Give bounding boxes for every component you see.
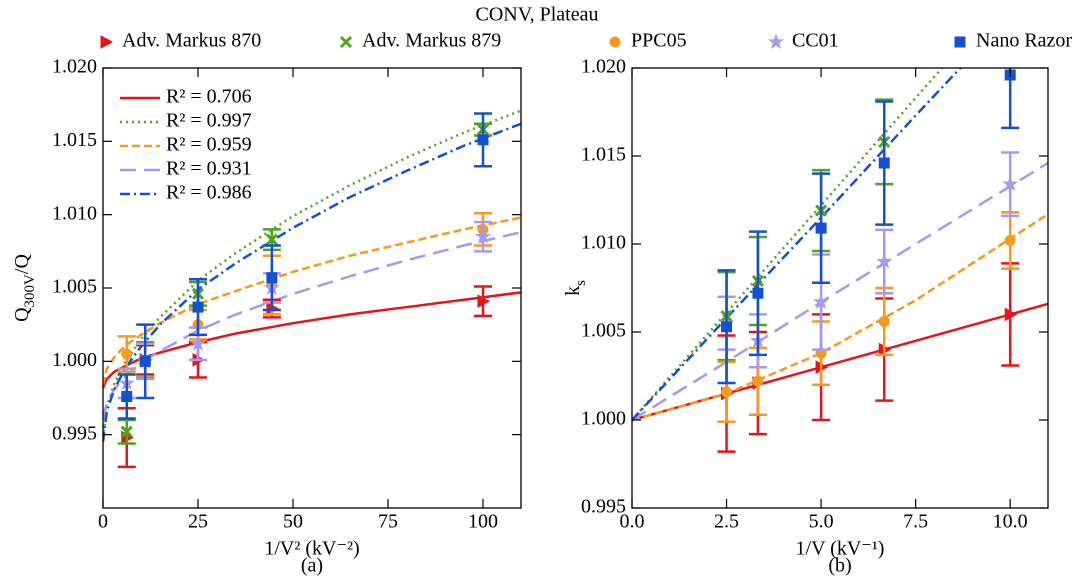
marker [721,321,733,333]
panel-label: (b) [828,555,851,577]
marker [815,222,827,234]
marker [752,287,764,299]
x-tick-label: 100 [468,511,498,533]
legend-label: PPC05 [631,30,687,52]
marker [752,375,764,387]
x-tick-label: 5.0 [809,511,834,533]
legend-label: R² = 0.706 [166,86,252,108]
legend-label: Adv. Markus 870 [122,30,261,52]
legend-label: R² = 0.986 [166,182,252,204]
marker [1005,1,1015,11]
marker [121,348,133,360]
legend-marker [609,36,621,48]
marker [878,157,890,169]
marker [192,301,204,313]
marker [477,134,489,146]
x-tick-label: 75 [378,511,398,533]
axes-frame [102,67,522,509]
legend-label: R² = 0.931 [166,158,252,180]
marker [474,228,492,244]
y-axis-label-part: 300V [22,274,38,308]
y-tick-label: 1.015 [581,144,626,166]
x-axis-label: 1/V (kV⁻¹) [796,538,885,560]
marker [189,335,207,351]
y-tick-label: 0.995 [52,422,97,444]
fit-line [103,216,521,386]
marker [477,294,491,309]
y-axis-label-part: /Q [11,254,33,275]
x-tick-label: 2.5 [714,511,739,533]
fit-line [103,109,521,438]
x-axis-label: 1/V² (kV⁻²) [264,538,359,560]
y-tick-label: 1.005 [581,320,626,342]
marker [878,316,890,327]
legend-marker [954,36,966,48]
figure-title: CONV, Plateau [476,4,599,26]
y-tick-label: 1.010 [52,202,97,224]
y-axis-label-part: Q [11,307,33,322]
x-tick-label: 7.5 [903,511,928,533]
y-axis-label: ks [562,280,590,296]
marker [266,272,278,284]
y-tick-label: 1.015 [52,129,97,151]
marker [120,425,133,438]
marker [721,386,733,398]
x-tick-label: 0 [98,511,108,533]
y-tick-label: 1.000 [581,408,626,430]
x-tick-label: 25 [188,511,208,533]
marker [1004,235,1016,246]
fit-line [632,161,1048,422]
legend-marker [100,35,114,49]
marker [812,293,830,309]
y-axis-label: Q300V/Q [11,254,39,322]
y-tick-label: 1.005 [52,276,97,298]
marker [139,355,151,367]
legend-label: R² = 0.997 [166,110,252,132]
fit-line [632,68,944,421]
legend-label: Adv. Markus 879 [362,30,501,52]
marker [1004,307,1018,322]
axes-frame [631,67,1049,509]
fit-line [103,231,521,421]
legend-label: CC01 [792,30,839,52]
y-tick-label: 1.020 [581,56,626,78]
legend-label: R² = 0.959 [166,134,252,156]
panel-label: (a) [301,555,323,577]
y-axis-label-part: k [562,286,584,296]
y-tick-label: 1.010 [581,232,626,254]
fit-line [103,291,521,389]
marker [265,233,278,246]
fit-line [632,68,963,421]
y-tick-label: 0.995 [581,496,626,518]
marker [121,391,133,403]
marker [1002,175,1019,192]
y-tick-label: 1.020 [52,56,97,78]
legend-marker [339,35,353,49]
x-tick-label: 10.0 [993,511,1028,533]
marker [876,253,893,269]
y-tick-label: 1.000 [52,349,97,371]
plot-area [103,109,521,469]
x-tick-label: 50 [283,511,303,533]
x-tick-label: 0.0 [620,511,645,533]
legend-marker [767,33,785,49]
y-axis-label-part: s [573,280,589,286]
fit-line [632,213,1048,422]
legend-label: Nano Razor [976,30,1072,52]
